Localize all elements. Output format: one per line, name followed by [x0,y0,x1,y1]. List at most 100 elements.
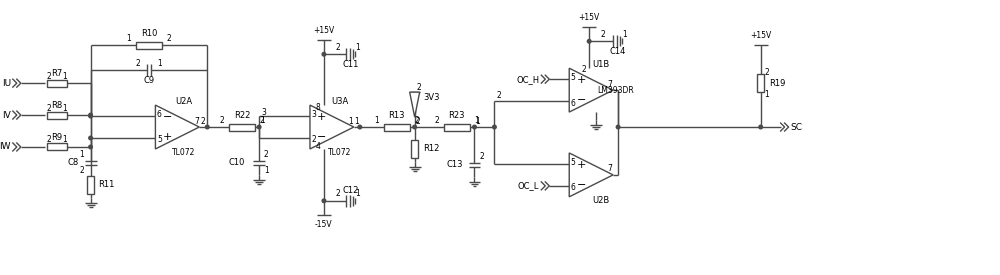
Text: 7: 7 [608,164,613,174]
Bar [136,42,162,49]
Circle shape [257,125,261,129]
Text: 2: 2 [79,166,84,175]
Polygon shape [569,153,613,197]
Text: R9: R9 [51,133,62,142]
Polygon shape [569,68,613,112]
Text: −: − [577,95,586,105]
Circle shape [358,125,362,129]
Text: −: − [317,132,327,142]
Bar [229,123,255,131]
Polygon shape [310,105,354,149]
Text: 5: 5 [571,158,576,167]
Bar [757,74,764,92]
Text: 2: 2 [201,117,206,126]
Text: 1: 1 [62,104,67,112]
Bar [444,123,470,131]
Text: R19: R19 [769,79,785,88]
Circle shape [473,125,476,129]
Text: IV: IV [2,111,11,120]
Text: LM393DR: LM393DR [597,86,634,95]
Text: 2: 2 [414,116,419,125]
Text: 4: 4 [316,142,320,152]
Text: 2: 2 [312,136,316,144]
Text: R10: R10 [141,29,157,38]
Bar [47,144,67,150]
Text: R22: R22 [234,111,250,120]
Text: 1: 1 [158,59,162,68]
Text: 1: 1 [62,136,67,144]
Circle shape [322,199,326,203]
Text: 2: 2 [336,43,340,52]
Polygon shape [155,105,199,149]
Circle shape [89,136,92,140]
Text: U2B: U2B [593,196,610,205]
Text: 2: 2 [220,116,225,125]
Text: R8: R8 [51,101,62,110]
Text: 2: 2 [166,34,171,43]
Text: 1: 1 [355,189,360,198]
Text: 1: 1 [260,116,264,125]
Text: OC_H: OC_H [516,75,539,84]
Text: 1: 1 [355,43,360,52]
Bar [47,80,67,87]
Text: 2: 2 [764,68,769,77]
Circle shape [587,40,591,43]
Polygon shape [410,92,420,117]
Text: 1: 1 [374,116,379,125]
Text: 2: 2 [415,117,420,126]
Text: U1B: U1B [593,60,610,69]
Text: +15V: +15V [750,31,771,40]
Circle shape [616,125,620,129]
Text: 1: 1 [264,166,268,175]
Circle shape [89,113,92,117]
Circle shape [89,114,92,118]
Circle shape [493,125,496,129]
Text: +15V: +15V [313,26,335,35]
Text: −: − [577,180,586,190]
Text: 6: 6 [157,109,162,119]
Text: U3A: U3A [331,97,349,106]
Bar [87,176,94,194]
Bar [47,112,67,119]
Text: R23: R23 [448,111,465,120]
Text: 1: 1 [475,117,480,126]
Text: 3: 3 [312,109,316,119]
Text: 2: 2 [582,65,587,74]
Text: TL072: TL072 [328,148,352,158]
Text: C12: C12 [343,186,359,195]
Text: C9: C9 [143,76,154,85]
Text: R12: R12 [423,144,439,153]
Text: +: + [317,112,327,122]
Text: TL072: TL072 [172,148,195,158]
Text: U2A: U2A [175,97,192,106]
Text: +: + [577,160,586,170]
Text: 6: 6 [571,99,576,108]
Text: 2: 2 [601,30,606,39]
Text: 2: 2 [434,116,439,125]
Text: 1: 1 [62,72,67,81]
Text: 3: 3 [262,108,267,117]
Text: 2: 2 [46,104,51,112]
Text: C13: C13 [446,160,463,169]
Text: 1: 1 [354,117,359,126]
Text: OC_L: OC_L [518,181,539,190]
Text: 2: 2 [496,91,501,100]
Circle shape [413,125,416,129]
Text: 2: 2 [479,152,484,161]
Text: C14: C14 [610,47,626,56]
Text: 2: 2 [336,189,340,198]
Text: R7: R7 [51,69,62,78]
Text: +15V: +15V [579,13,600,22]
Text: 1: 1 [127,34,131,43]
Circle shape [759,125,762,129]
Text: 2: 2 [260,116,264,125]
Text: R13: R13 [388,111,405,120]
Circle shape [205,125,209,129]
Text: 1: 1 [764,90,769,99]
Text: 2: 2 [46,72,51,81]
Circle shape [89,145,92,149]
Text: 1: 1 [474,116,479,125]
Text: 2: 2 [416,83,421,92]
Text: 1: 1 [348,117,353,126]
Text: C8: C8 [67,158,79,167]
